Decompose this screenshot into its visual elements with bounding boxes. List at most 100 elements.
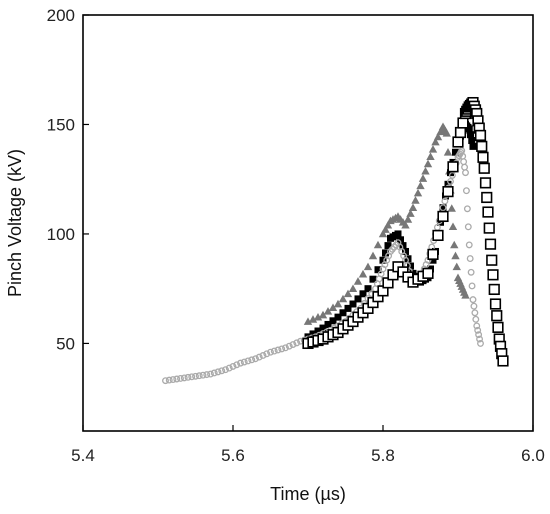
- data-point: [285, 342, 293, 350]
- data-point: [349, 300, 357, 308]
- data-point: [328, 303, 338, 312]
- data-point: [471, 309, 479, 317]
- data-point: [293, 339, 301, 347]
- data-point: [364, 285, 372, 293]
- data-point: [413, 188, 423, 197]
- data-point: [442, 186, 454, 198]
- data-point: [442, 129, 451, 137]
- data-point: [229, 362, 237, 370]
- data-point: [324, 320, 332, 328]
- data-point: [447, 204, 456, 212]
- data-point: [428, 145, 438, 153]
- data-point: [468, 282, 476, 290]
- data-point: [333, 299, 343, 308]
- data-point: [267, 348, 274, 356]
- data-point: [427, 248, 439, 260]
- data-point: [237, 359, 244, 367]
- data-point: [255, 353, 263, 361]
- data-point: [463, 205, 471, 213]
- data-point: [452, 136, 464, 148]
- data-point: [270, 347, 278, 355]
- data-point: [474, 326, 482, 334]
- data-point: [207, 370, 214, 378]
- data-point: [452, 262, 461, 271]
- data-point: [363, 262, 373, 271]
- data-point: [278, 345, 286, 353]
- data-point: [394, 230, 402, 238]
- x-axis-title: Time (µs): [270, 484, 346, 504]
- data-point: [461, 291, 470, 299]
- data-point: [240, 358, 248, 366]
- data-point: [408, 203, 418, 212]
- data-point: [308, 315, 318, 323]
- data-point: [447, 177, 454, 185]
- data-point: [468, 137, 476, 145]
- data-point: [432, 229, 444, 242]
- data-point: [466, 131, 474, 139]
- data-point: [443, 148, 453, 156]
- data-point: [482, 206, 494, 218]
- data-point: [431, 137, 440, 146]
- data-point: [418, 174, 428, 182]
- data-point: [484, 238, 497, 250]
- data-point: [457, 117, 469, 129]
- data-point: [339, 309, 347, 317]
- data-point: [353, 277, 363, 285]
- data-point: [368, 251, 378, 260]
- x-tick-label: 5.6: [221, 446, 245, 465]
- data-point: [476, 335, 484, 343]
- data-point: [169, 376, 177, 383]
- series-0: [303, 122, 470, 325]
- data-point: [477, 339, 484, 347]
- data-point: [462, 187, 470, 195]
- data-point: [210, 369, 218, 377]
- data-point: [225, 364, 233, 372]
- data-point: [313, 312, 323, 321]
- data-point: [195, 372, 203, 380]
- data-point: [379, 256, 387, 264]
- data-point: [401, 247, 409, 255]
- data-point: [233, 361, 241, 369]
- data-point: [329, 317, 337, 325]
- series-2: [162, 147, 484, 385]
- data-point: [180, 374, 188, 382]
- data-point: [426, 152, 435, 160]
- y-tick-label: 50: [56, 334, 75, 353]
- data-point: [401, 220, 410, 229]
- data-point: [406, 209, 415, 217]
- data-point: [469, 296, 477, 304]
- x-tick-label: 5.4: [71, 446, 95, 465]
- data-point: [487, 269, 499, 281]
- data-point: [475, 331, 483, 339]
- data-point: [462, 169, 469, 177]
- data-point: [478, 162, 490, 174]
- y-axis-title: Pinch Voltage (kV): [5, 149, 25, 297]
- series-3: [302, 96, 509, 367]
- data-point: [259, 352, 267, 359]
- data-point: [466, 255, 474, 263]
- data-point: [222, 366, 229, 374]
- data-point: [411, 196, 420, 204]
- data-point: [282, 344, 289, 352]
- data-point: [188, 373, 196, 381]
- data-point: [199, 371, 207, 379]
- data-point: [433, 132, 443, 141]
- data-point: [358, 269, 368, 278]
- data-point: [422, 267, 434, 279]
- data-point: [244, 357, 252, 365]
- data-point: [467, 268, 475, 276]
- data-point: [318, 310, 328, 319]
- data-point: [469, 142, 477, 150]
- data-point: [492, 321, 504, 333]
- data-point: [218, 367, 226, 375]
- data-point: [344, 304, 352, 312]
- data-point: [472, 315, 480, 323]
- data-point: [383, 220, 393, 229]
- data-point: [348, 284, 358, 293]
- data-point: [173, 375, 181, 383]
- data-point: [274, 346, 282, 354]
- data-point: [248, 356, 256, 364]
- x-tick-label: 5.8: [371, 446, 395, 465]
- axis-ticks: 5.4 5.6 5.8 6.0 50 100 150 200: [47, 6, 545, 465]
